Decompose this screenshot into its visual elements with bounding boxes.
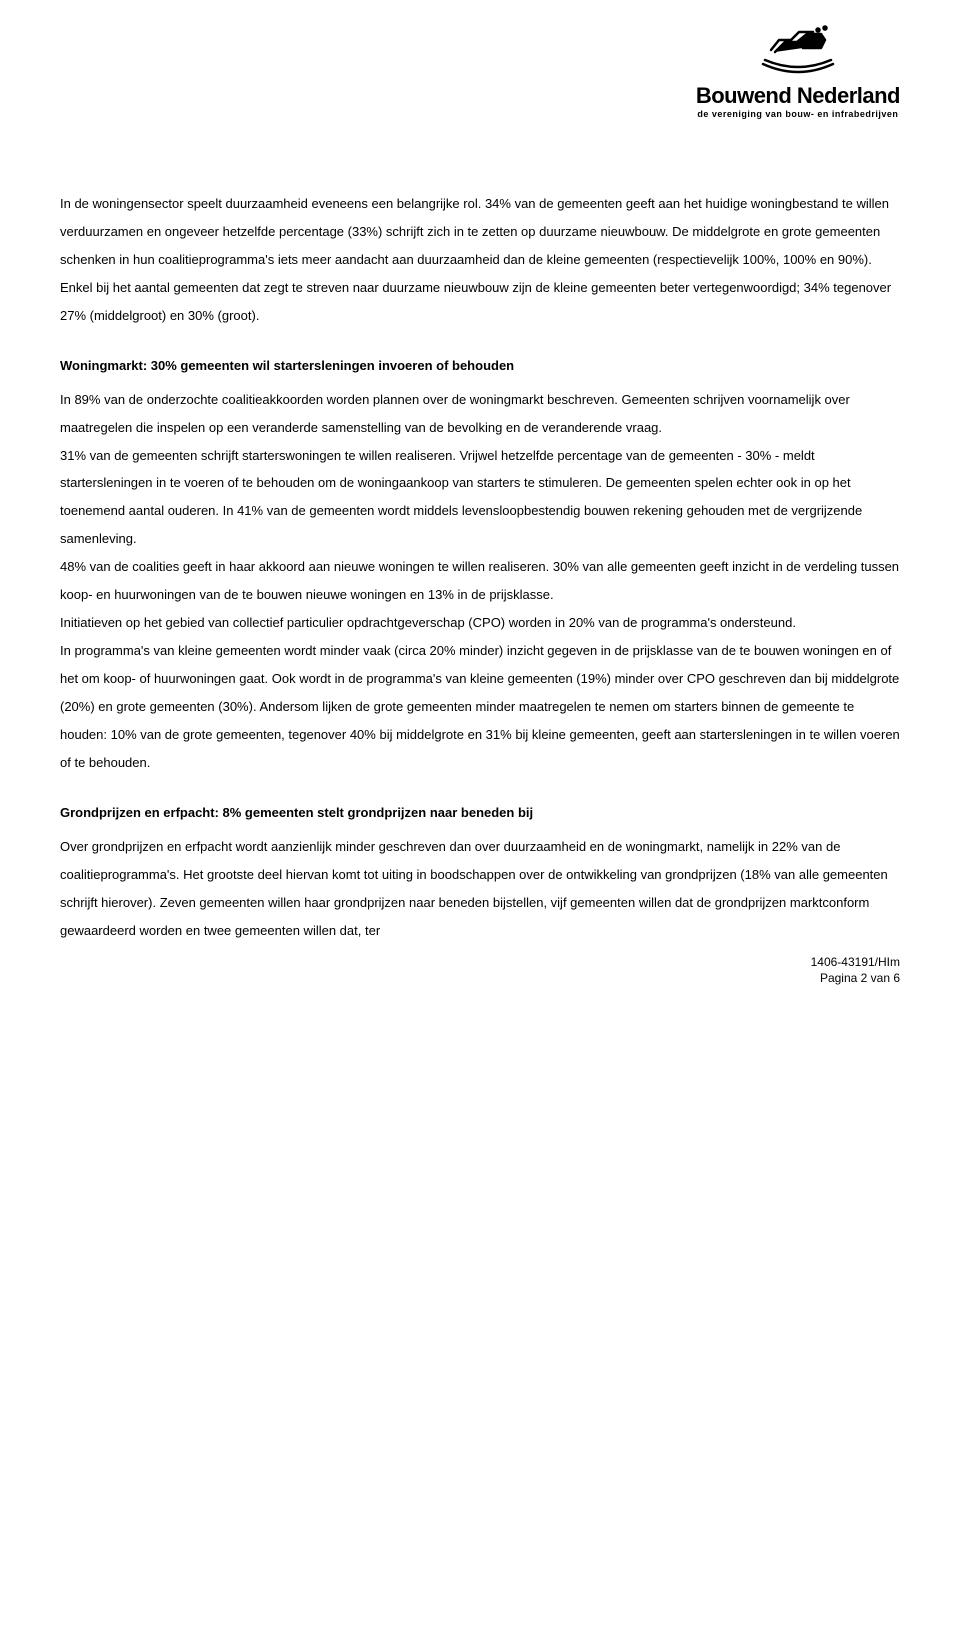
logo-title: Bouwend Nederland	[696, 83, 900, 109]
section-heading: Woningmarkt: 30% gemeenten wil startersl…	[60, 352, 900, 380]
body-text: In programma's van kleine gemeenten word…	[60, 643, 900, 770]
section-heading: Grondprijzen en erfpacht: 8% gemeenten s…	[60, 799, 900, 827]
body-text: Initiatieven op het gebied van collectie…	[60, 615, 796, 630]
page-footer: 1406-43191/HIm Pagina 2 van 6	[811, 954, 900, 986]
logo-icon	[743, 20, 853, 79]
document-body: In de woningensector speelt duurzaamheid…	[60, 190, 900, 944]
header-logo: Bouwend Nederland de vereniging van bouw…	[696, 20, 900, 119]
paragraph: In de woningensector speelt duurzaamheid…	[60, 190, 900, 330]
body-text: 48% van de coalities geeft in haar akkoo…	[60, 559, 899, 602]
logo-tagline: de vereniging van bouw- en infrabedrijve…	[696, 109, 900, 119]
body-text: In 89% van de onderzochte coalitieakkoor…	[60, 392, 850, 435]
body-text: Over grondprijzen en erfpacht wordt aanz…	[60, 839, 888, 938]
paragraph: In 89% van de onderzochte coalitieakkoor…	[60, 386, 900, 777]
footer-reference: 1406-43191/HIm	[811, 954, 900, 970]
body-text: 31% van de gemeenten schrijft starterswo…	[60, 448, 862, 547]
paragraph: Over grondprijzen en erfpacht wordt aanz…	[60, 833, 900, 945]
footer-pagination: Pagina 2 van 6	[811, 970, 900, 986]
